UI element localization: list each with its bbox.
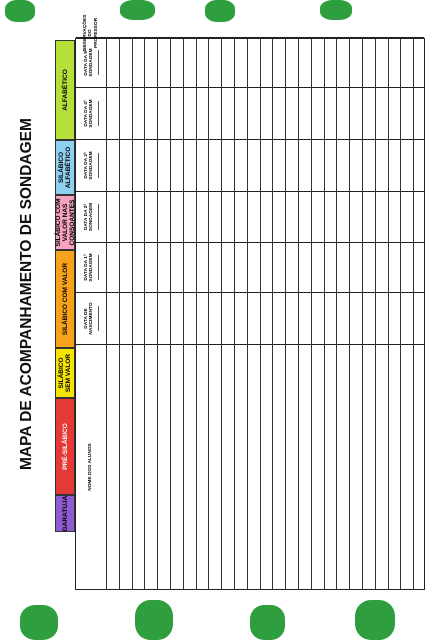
row-line <box>157 39 159 589</box>
row-line <box>195 39 197 589</box>
row-line <box>349 39 351 589</box>
row-line <box>413 39 415 589</box>
date-line <box>97 50 99 75</box>
legend-item: ALFABÉTICO <box>55 40 75 140</box>
row-line <box>336 39 338 589</box>
table: NOME DOS ALUNOS DATA DE NASCIMENTO DATA DA… <box>75 15 425 590</box>
column: DATA DA 3ª SONDAGEM <box>76 139 424 191</box>
row-line <box>259 39 261 589</box>
row-line <box>131 39 133 589</box>
row-line <box>285 39 287 589</box>
row-line <box>234 39 235 589</box>
date-line <box>97 255 99 280</box>
legend-item: SILÁBICO COM VALOR NAS CONSOANTES <box>55 195 76 250</box>
column-header: DATA DA 1ª SONDAGEM <box>76 243 106 292</box>
date-line <box>97 305 99 332</box>
cactus <box>135 600 173 640</box>
row-line <box>387 39 389 589</box>
column: DATA DA 2ª SONDAGEM <box>76 191 424 242</box>
row-line <box>310 39 312 589</box>
row-line <box>144 39 146 589</box>
cactus <box>205 0 235 22</box>
legend-item: PRÉ-SILÁBICO <box>55 398 75 495</box>
header-text: DATA DA 2ª SONDAGEM <box>83 202 95 232</box>
column-header: DATA DA 2ª SONDAGEM <box>76 192 106 242</box>
legend-item: SILÁBICO COM VALOR <box>55 250 75 348</box>
column: NOME DOS ALUNOS <box>76 344 424 589</box>
row-line <box>272 39 274 589</box>
legend: GARATUJA PRÉ-SILÁBICO SILÁBICO SEM VALOR SI… <box>55 40 76 532</box>
column-header: DATA DA 3ª SONDAGEM <box>76 140 106 191</box>
date-line <box>97 204 99 230</box>
row-line <box>208 39 210 589</box>
column-header: NOME DOS ALUNOS <box>76 345 106 589</box>
header-text: DATA DA 4ª SONDAGEM <box>83 99 95 128</box>
row-line <box>400 39 402 589</box>
legend-item: SILÁBICO ALFABÉTICO <box>55 140 75 195</box>
cactus <box>250 605 285 640</box>
column: DATA DA 4ª SONDAGEM <box>76 87 424 139</box>
legend-item: GARATUJA <box>55 495 75 532</box>
row-line <box>362 39 363 589</box>
cactus <box>320 0 352 20</box>
header-text: NOME DOS ALUNOS <box>88 443 94 491</box>
cactus <box>355 600 395 640</box>
row-line <box>106 39 107 589</box>
row-line <box>298 39 299 589</box>
header-text: OBSERVAÇÕES DO PROFESSOR <box>82 14 99 52</box>
row-line <box>182 39 184 589</box>
row-line <box>246 39 248 589</box>
cactus <box>20 605 58 640</box>
row-line <box>118 39 120 589</box>
row-line <box>323 39 325 589</box>
date-line <box>97 100 99 127</box>
header-text: DATA DA 1ª SONDAGEM <box>83 253 95 282</box>
column-header: OBSERVAÇÕES DO PROFESSOR <box>76 15 106 52</box>
cactus <box>5 0 35 22</box>
column: DATA DE NASCIMENTO <box>76 292 424 344</box>
column: DATA DA 5ª SONDAGEM <box>76 37 424 87</box>
header-text: DATA DA 3ª SONDAGEM <box>83 151 95 180</box>
header-text: DATA DE NASCIMENTO <box>83 302 95 335</box>
row-line <box>221 39 223 589</box>
row-line <box>374 39 376 589</box>
cactus <box>120 0 155 20</box>
date-line <box>97 152 99 179</box>
legend-item: SILÁBICO SEM VALOR <box>55 348 75 398</box>
column: DATA DA 1ª SONDAGEM <box>76 242 424 292</box>
title: MAPA DE ACOMPANHAMENTO DE SONDAGEM <box>18 118 35 470</box>
row-line <box>170 39 171 589</box>
column-header: DATA DA 4ª SONDAGEM <box>76 88 106 139</box>
column-header: DATA DE NASCIMENTO <box>76 293 106 344</box>
